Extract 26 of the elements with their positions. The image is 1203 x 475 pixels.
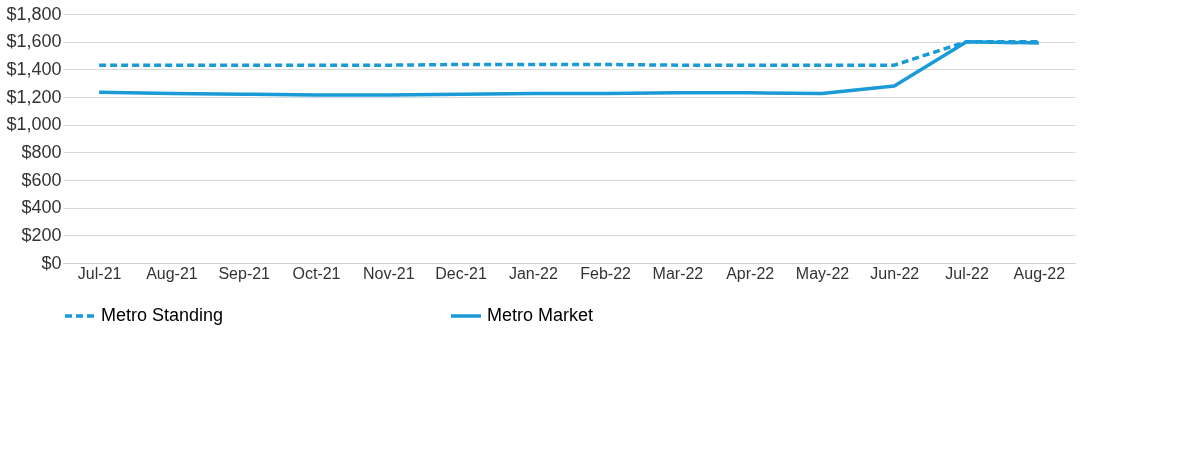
x-tick-label: Mar-22 — [652, 264, 704, 282]
x-tick-label: Nov-21 — [363, 264, 415, 282]
y-tick-label: $800 — [21, 141, 62, 162]
x-tick-label: Dec-21 — [435, 264, 487, 282]
y-tick-label: $1,200 — [6, 86, 62, 107]
x-tick-label: Jan-22 — [508, 264, 558, 282]
x-tick-label: Oct-21 — [292, 264, 341, 282]
x-tick-label: Jul-21 — [77, 264, 122, 282]
y-tick-label: $0 — [41, 252, 62, 273]
x-tick-label: Apr-22 — [726, 264, 775, 282]
x-tick-label: Jul-22 — [945, 264, 989, 282]
legend-label: Metro Standing — [101, 305, 224, 325]
x-tick-label: Feb-22 — [580, 264, 632, 282]
y-tick-label: $1,000 — [6, 114, 62, 135]
x-tick-label: Aug-22 — [1013, 264, 1066, 282]
y-tick-label: $1,800 — [6, 3, 62, 24]
x-tick-label: Jun-22 — [870, 264, 920, 282]
y-tick-label: $1,400 — [6, 58, 62, 79]
y-tick-label: $400 — [21, 197, 62, 218]
x-tick-label: Sep-21 — [218, 264, 271, 282]
x-tick-label: Aug-21 — [146, 264, 198, 282]
y-tick-label: $600 — [21, 169, 62, 190]
legend-label: Metro Market — [487, 305, 594, 325]
x-tick-label: May-22 — [795, 264, 850, 282]
y-tick-label: $200 — [21, 224, 62, 245]
y-tick-label: $1,600 — [6, 31, 62, 52]
